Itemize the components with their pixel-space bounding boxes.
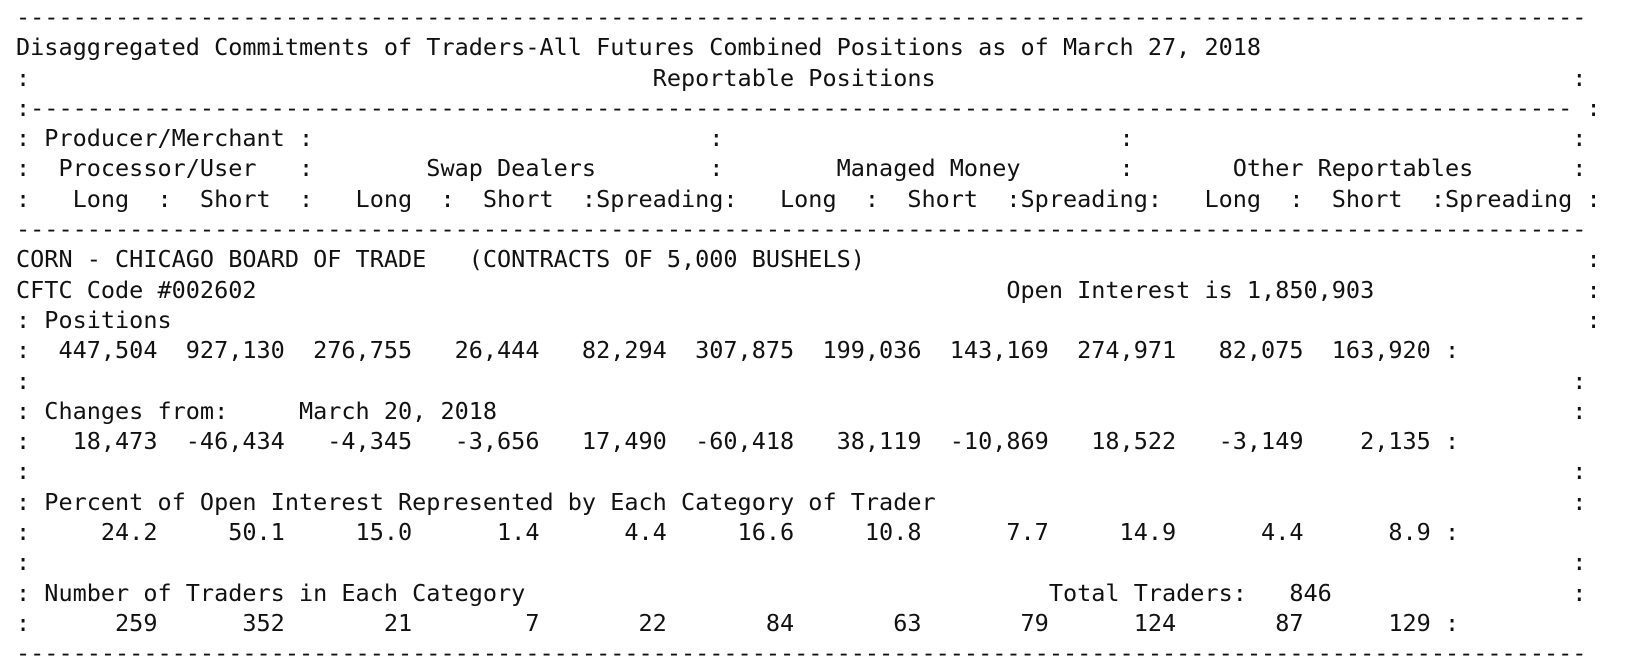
column-header-row: : Long : Short : Long : Short :Spreading… [16,184,1601,213]
cot-report: ----------------------------------------… [16,2,1601,669]
blank-row: : : [16,366,1587,395]
category-header-row-1: : Producer/Merchant : : : : [16,124,1587,153]
top-divider: ----------------------------------------… [16,3,1587,31]
traders-values-row: : 259 352 21 7 22 84 63 79 124 87 129 : [16,608,1460,637]
changes-values-row: : 18,473 -46,434 -4,345 -3,656 17,490 -6… [16,427,1460,456]
commodity-line: CORN - CHICAGO BOARD OF TRADE (CONTRACTS… [16,245,1601,274]
blank-row: : : [16,457,1587,486]
traders-label: : Number of Traders in Each Category Tot… [16,578,1587,607]
blank-row: : : [16,548,1587,577]
report-title: Disaggregated Commitments of Traders-All… [16,33,1262,62]
section-divider: :---------------------------------------… [16,93,1601,122]
positions-label: : Positions : [16,305,1601,334]
category-header-row-2: : Processor/User : Swap Dealers : Manage… [16,154,1587,183]
changes-label: : Changes from: March 20, 2018 : [16,396,1587,425]
header-divider: ----------------------------------------… [16,215,1587,244]
bottom-divider: ----------------------------------------… [16,639,1587,668]
positions-values-row: : 447,504 927,130 276,755 26,444 82,294 … [16,336,1460,365]
percent-label: : Percent of Open Interest Represented b… [16,487,1587,516]
section-header: : Reportable Positions : [16,63,1587,92]
cftc-code-line: CFTC Code #002602 Open Interest is 1,850… [16,275,1601,304]
percent-values-row: : 24.2 50.1 15.0 1.4 4.4 16.6 10.8 7.7 1… [16,518,1460,547]
